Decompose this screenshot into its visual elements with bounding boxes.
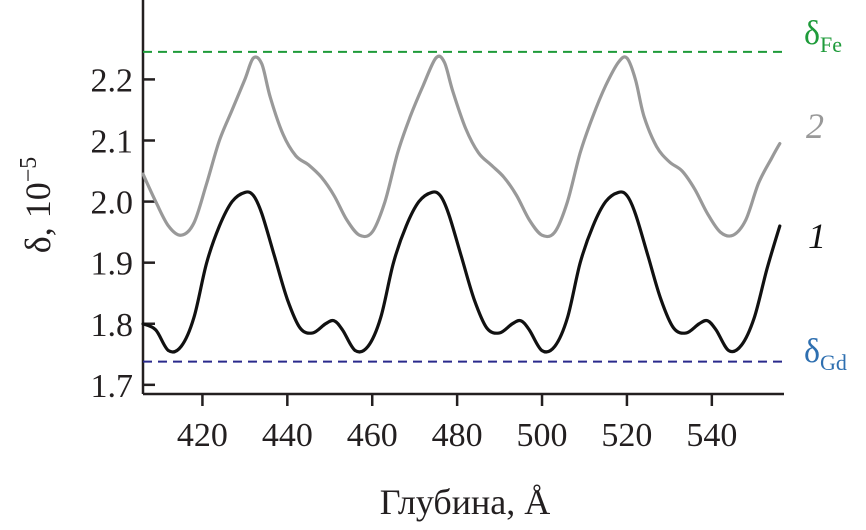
x-tick-label: 420: [177, 417, 228, 454]
x-tick-label: 540: [686, 417, 737, 454]
y-axis-title: δ, 10−5: [16, 157, 58, 254]
ref-label-fe-sub: Fe: [820, 32, 842, 57]
y-tick-label: 1.7: [91, 368, 134, 405]
series-group: [141, 54, 782, 354]
y-tick-label: 2.2: [91, 62, 134, 99]
curve-label-1: 1: [808, 216, 826, 256]
x-tick-label: 500: [517, 417, 568, 454]
x-axis-title: Глубина, Å: [380, 482, 550, 522]
y-tick-label: 1.9: [91, 246, 134, 283]
axis-ticks: 420 440 460 480 500 520 540 1.7 1.8 1.9 2.0 2.1 2.2: [91, 62, 738, 454]
series-line-2: [141, 54, 782, 239]
ref-label-fe-symbol: δ: [804, 15, 820, 52]
series-line-1: [141, 190, 782, 354]
curve-label-2: 2: [806, 106, 824, 146]
y-tick-label: 2.0: [91, 185, 134, 222]
y-tick-label: 2.1: [91, 123, 134, 160]
y-axis-title-main: δ, 10: [18, 182, 58, 253]
ref-label-fe: δFe: [804, 15, 842, 57]
ref-label-gd: δGd: [804, 333, 847, 375]
x-tick-label: 440: [262, 417, 313, 454]
x-tick-label: 480: [432, 417, 483, 454]
ref-label-gd-symbol: δ: [804, 333, 820, 370]
x-tick-label: 460: [347, 417, 398, 454]
y-tick-label: 1.8: [91, 307, 134, 344]
reference-lines: [143, 50, 784, 363]
ref-label-gd-sub: Gd: [820, 350, 847, 375]
x-tick-label: 520: [601, 417, 652, 454]
y-axis-title-exponent: −5: [16, 157, 42, 183]
